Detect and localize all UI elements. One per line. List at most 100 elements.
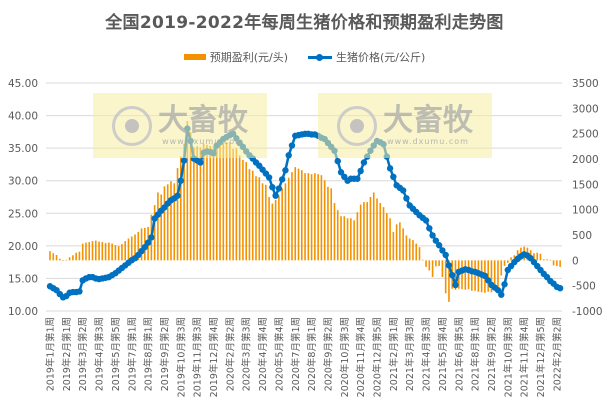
x-axis-tick-label: 2020年12月第5周 bbox=[372, 317, 384, 397]
price-point bbox=[354, 175, 361, 182]
price-point bbox=[426, 225, 433, 232]
profit-bar bbox=[536, 252, 539, 261]
profit-bar bbox=[186, 121, 189, 261]
profit-bar bbox=[300, 170, 303, 261]
right-axis-tick-label: 1000 bbox=[572, 205, 599, 217]
price-point bbox=[282, 167, 289, 174]
profit-bar bbox=[232, 148, 234, 261]
right-axis-tick-label: 0 bbox=[572, 255, 579, 267]
price-point bbox=[422, 217, 430, 224]
profit-bar bbox=[59, 258, 61, 261]
price-point bbox=[285, 152, 292, 159]
profit-bar bbox=[140, 228, 143, 261]
profit-bar bbox=[382, 207, 385, 261]
profit-bar bbox=[323, 180, 326, 261]
x-axis-tick-label: 2021年12月第5周 bbox=[535, 317, 547, 397]
x-axis-tick-label: 2021年2月第1周 bbox=[388, 317, 400, 391]
profit-bar bbox=[428, 260, 431, 271]
profit-bar bbox=[389, 218, 391, 261]
profit-bar bbox=[291, 172, 293, 261]
profit-bar bbox=[448, 260, 450, 302]
legend: 预期盈利(元/头) 生猪价格(元/公斤) bbox=[0, 49, 609, 65]
price-point bbox=[484, 277, 492, 284]
x-axis-tick-label: 2020年9月第2周 bbox=[322, 317, 334, 391]
profit-bar bbox=[261, 183, 264, 261]
x-axis-tick-label: 2021年10月第3周 bbox=[502, 317, 514, 397]
profit-bar bbox=[49, 251, 51, 261]
profit-bar bbox=[111, 243, 113, 261]
profit-bar bbox=[386, 213, 388, 261]
profit-bar bbox=[307, 173, 310, 261]
profit-bar bbox=[441, 260, 444, 278]
profit-bar bbox=[516, 250, 519, 261]
price-point bbox=[144, 239, 152, 246]
profit-bar bbox=[464, 260, 467, 290]
profit-bar bbox=[170, 181, 172, 261]
legend-item-profit[interactable]: 预期盈利(元/头) bbox=[183, 49, 288, 65]
price-point bbox=[481, 272, 489, 280]
price-point bbox=[494, 286, 502, 294]
profit-bar bbox=[346, 218, 349, 261]
profit-bar bbox=[493, 260, 496, 291]
x-axis-tick-label: 2020年10月第3周 bbox=[339, 317, 351, 397]
profit-bar bbox=[258, 177, 261, 261]
profit-bar bbox=[274, 200, 277, 261]
price-point bbox=[360, 159, 368, 166]
x-axis-tick-label: 2020年8月第1周 bbox=[306, 317, 318, 391]
left-axis-tick-label: 30.00 bbox=[8, 176, 38, 188]
profit-bar bbox=[85, 242, 87, 261]
price-point bbox=[269, 184, 276, 191]
profit-bar bbox=[474, 260, 476, 291]
profit-bar bbox=[507, 260, 509, 263]
profit-bar bbox=[304, 173, 306, 261]
legend-item-price[interactable]: 生猪价格(元/公斤) bbox=[308, 49, 425, 65]
profit-bar bbox=[461, 260, 463, 290]
profit-bar bbox=[157, 192, 159, 261]
profit-bar bbox=[287, 177, 290, 261]
x-axis-tick-label: 2021年3月第3周 bbox=[404, 317, 416, 391]
profit-bar bbox=[65, 259, 68, 261]
profit-bar bbox=[497, 260, 499, 289]
x-axis-tick-label: 2019年11月第3周 bbox=[192, 317, 204, 397]
profit-bar bbox=[366, 202, 368, 261]
profit-bar bbox=[104, 243, 107, 261]
right-axis-tick-label: 1500 bbox=[572, 179, 599, 191]
profit-bar bbox=[101, 242, 104, 261]
profit-bar bbox=[317, 174, 319, 261]
x-axis-tick-label: 2020年4月第4周 bbox=[257, 317, 269, 391]
price-point bbox=[432, 237, 440, 244]
bar-swatch-icon bbox=[183, 54, 206, 60]
x-axis-tick-label: 2020年11月第4周 bbox=[355, 317, 367, 397]
right-axis-tick-label: 3000 bbox=[572, 103, 599, 115]
profit-bar bbox=[314, 173, 316, 261]
price-point bbox=[452, 281, 459, 289]
left-axis-tick-label: 45.00 bbox=[8, 78, 38, 90]
profit-bar bbox=[268, 197, 270, 261]
profit-bar bbox=[405, 235, 408, 261]
x-axis-tick-label: 2021年11月第4周 bbox=[519, 317, 531, 397]
profit-bar bbox=[435, 260, 437, 267]
x-axis-tick-label: 2019年4月第3周 bbox=[94, 317, 106, 391]
profit-bar bbox=[206, 144, 208, 261]
price-point bbox=[272, 192, 279, 199]
profit-bar bbox=[310, 174, 313, 261]
x-axis-tick-label: 2021年4月第3周 bbox=[421, 317, 433, 391]
price-point bbox=[177, 177, 184, 184]
profit-bar bbox=[418, 247, 421, 261]
profit-bar bbox=[193, 147, 195, 261]
x-axis-tick-label: 2021年5月第4周 bbox=[437, 317, 449, 391]
profit-bar bbox=[353, 220, 355, 261]
profit-bar bbox=[336, 210, 339, 261]
price-point bbox=[390, 173, 397, 181]
profit-bar bbox=[294, 167, 297, 261]
profit-bar bbox=[72, 255, 74, 261]
x-axis-tick-label: 2021年6月第5周 bbox=[453, 317, 465, 391]
right-axis-tick-label: 3500 bbox=[572, 78, 599, 90]
price-point bbox=[357, 167, 364, 175]
x-axis-tick-label: 2019年7月第1周 bbox=[126, 317, 138, 391]
profit-bar bbox=[487, 260, 489, 292]
profit-bar bbox=[356, 212, 359, 261]
profit-bar bbox=[556, 260, 558, 266]
watermark-brand: 大畜牧 bbox=[383, 103, 473, 138]
price-point bbox=[403, 195, 410, 202]
